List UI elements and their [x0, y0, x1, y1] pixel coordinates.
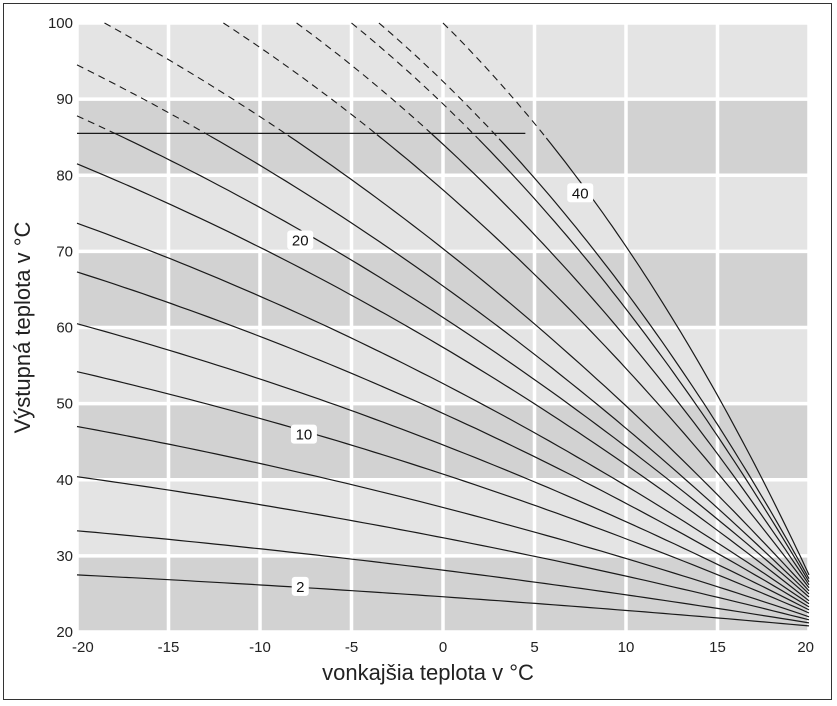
y-tick-label: 30 [56, 548, 73, 565]
x-tick-label: -15 [158, 639, 180, 656]
heating-curve [76, 222, 810, 605]
y-tick-label: 50 [56, 396, 73, 413]
x-tick-label: 5 [530, 639, 538, 656]
x-axis-title: vonkajšia teplota v °C [322, 660, 534, 685]
heating-curve-dashed-segment [351, 22, 480, 140]
grid-lines [75, 21, 811, 634]
heating-curve-dashed-segment [76, 64, 211, 137]
curve-label-background [291, 576, 309, 596]
heating-curves [76, 22, 810, 627]
heating-curve-dashed-segment [76, 115, 116, 134]
y-tick-labels: 20 30 40 50 60 70 80 90 100 [48, 15, 73, 641]
y-tick-label: 60 [56, 320, 73, 337]
heating-curve [209, 135, 810, 595]
heating-curve [76, 271, 810, 608]
heating-curve [114, 132, 810, 598]
curve-label: 20 [292, 232, 309, 249]
y-axis-title: Výstupná teplota v °C [10, 221, 35, 433]
heating-curve [287, 134, 810, 592]
heating-curve-dashed-segment [223, 22, 378, 136]
heating-curve [76, 371, 810, 614]
curve-label: 10 [296, 427, 313, 444]
curve-labels: 2 10 20 40 [287, 183, 594, 596]
x-tick-label: -20 [72, 639, 94, 656]
curve-label-background [290, 424, 317, 444]
heating-curve [76, 323, 810, 611]
x-tick-label: -10 [249, 639, 271, 656]
heating-curve [76, 476, 810, 621]
chart-frame [3, 3, 832, 700]
curve-label-background [287, 230, 314, 250]
x-tick-label: 20 [797, 639, 814, 656]
heating-curve-dashed-segment [378, 22, 500, 140]
heating-curve [431, 133, 810, 586]
heating-curve [76, 163, 810, 602]
x-tick-label: -5 [345, 639, 358, 656]
y-tick-label: 80 [56, 167, 73, 184]
y-tick-label: 20 [56, 624, 73, 641]
heating-curve-dashed-segment [442, 22, 547, 139]
curve-label: 40 [572, 185, 589, 202]
heating-curve [478, 138, 810, 583]
x-tick-labels: -20 -15 -10 -5 0 5 10 15 20 [72, 639, 814, 656]
y-tick-label: 40 [56, 472, 73, 489]
curve-label-background [567, 183, 594, 203]
x-tick-label: 10 [618, 639, 635, 656]
heating-curve-dashed-segment [296, 22, 433, 135]
heating-curve [76, 425, 810, 618]
x-tick-label: 15 [709, 639, 726, 656]
heating-curve [376, 134, 810, 589]
x-tick-label: 0 [439, 639, 447, 656]
y-tick-label: 70 [56, 243, 73, 260]
y-tick-label: 90 [56, 91, 73, 108]
heating-curve [76, 574, 810, 627]
heating-curve [498, 138, 810, 579]
curve-label: 2 [296, 579, 304, 596]
y-tick-label: 100 [48, 15, 73, 32]
heating-curve [76, 530, 810, 624]
